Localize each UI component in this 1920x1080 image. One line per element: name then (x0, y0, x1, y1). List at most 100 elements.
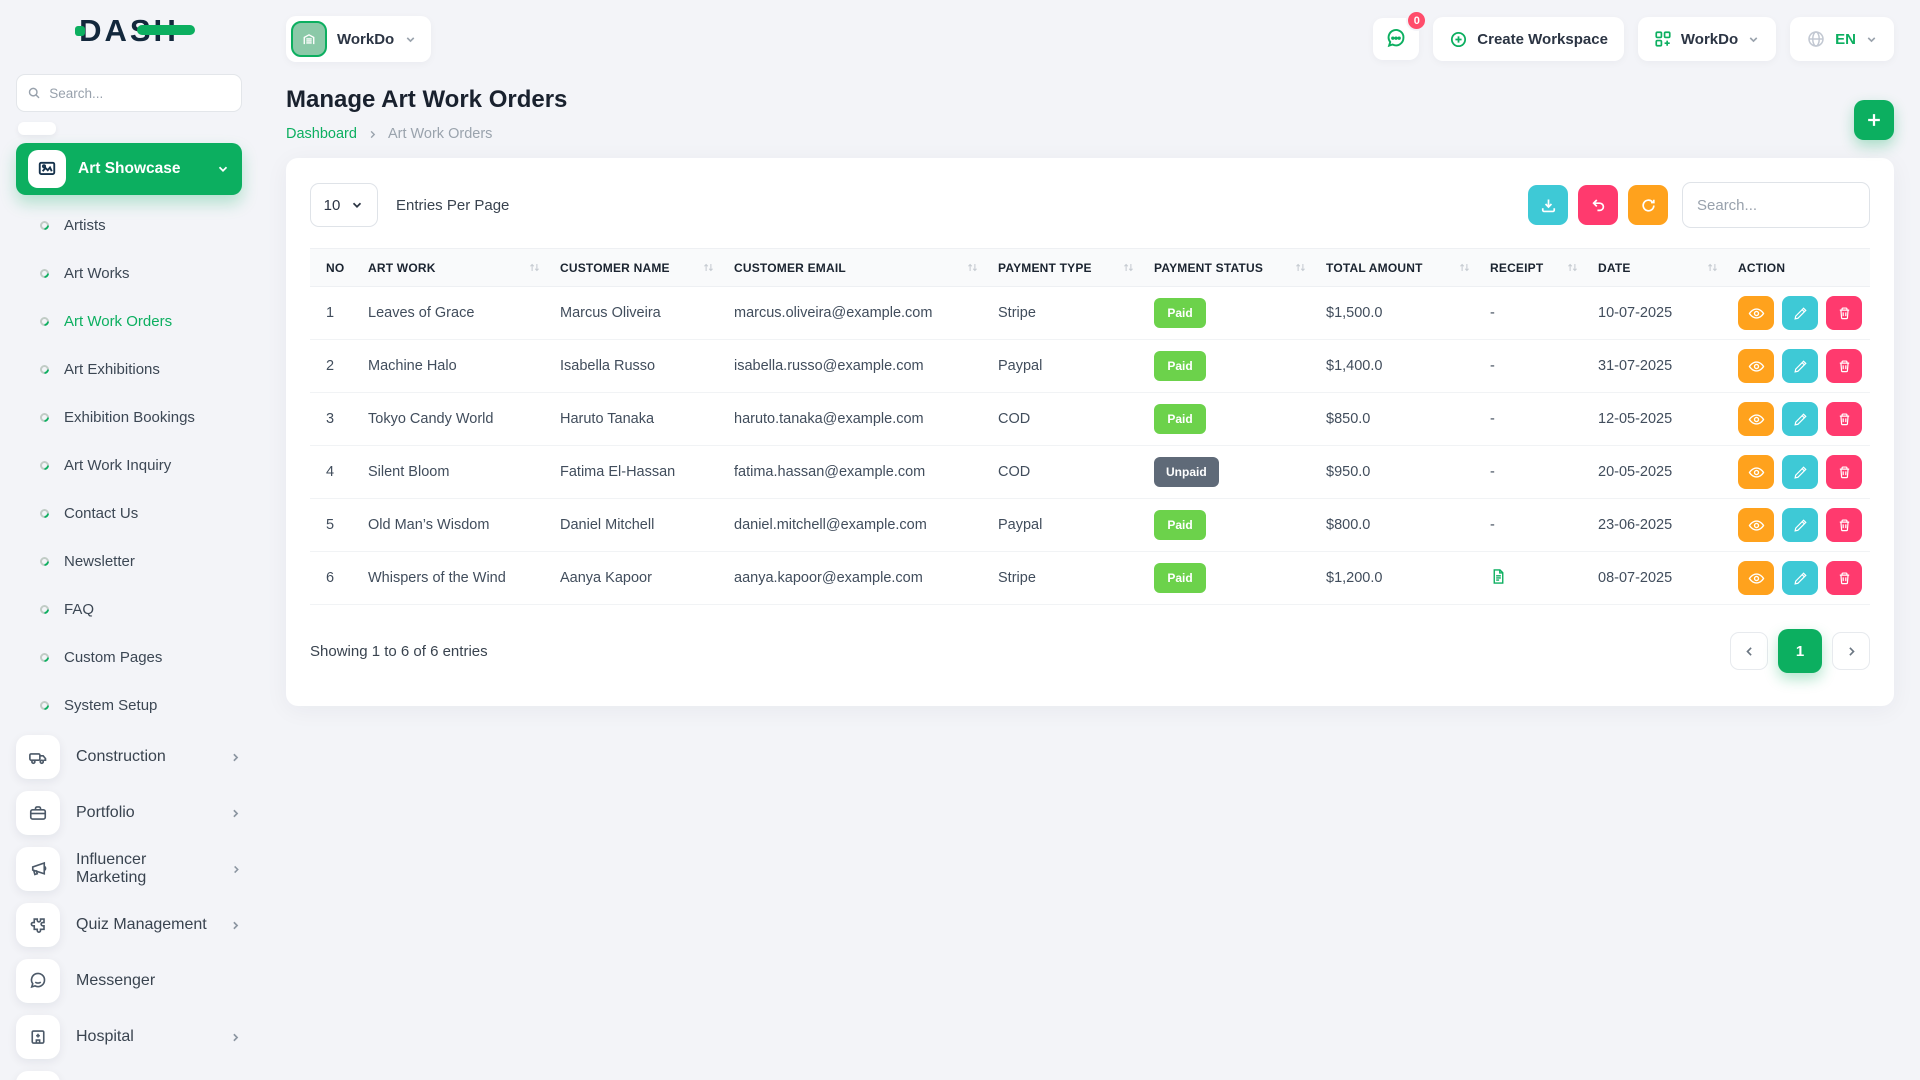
sidebar-item-contact-us[interactable]: Contact Us (38, 489, 242, 537)
sort-icon (1124, 263, 1133, 272)
eye-icon (1748, 572, 1764, 584)
delete-button[interactable] (1826, 296, 1862, 330)
column-receipt[interactable]: RECEIPT (1482, 248, 1590, 287)
chevron-right-icon (370, 130, 376, 138)
refresh-button[interactable] (1628, 185, 1668, 225)
chevron-right-icon (233, 753, 239, 761)
edit-button[interactable] (1782, 402, 1818, 436)
column-customer-name[interactable]: CUSTOMER NAME (552, 248, 726, 287)
cell-payment-status: Paid (1146, 551, 1318, 605)
view-button[interactable] (1738, 296, 1774, 330)
delete-button[interactable] (1826, 455, 1862, 489)
eye-icon (1748, 466, 1764, 478)
workspace-menu-button[interactable]: WorkDo (1637, 17, 1777, 61)
logo-dot (75, 26, 86, 36)
bullet-icon (38, 458, 51, 472)
cell-art-work: Old Man’s Wisdom (360, 498, 552, 552)
sidebar-item-messenger[interactable]: Messenger (16, 953, 242, 1009)
language-selector[interactable]: EN (1790, 17, 1894, 61)
export-button[interactable] (1528, 185, 1568, 225)
edit-button[interactable] (1782, 455, 1818, 489)
bullet-icon (38, 266, 51, 280)
column-customer-email[interactable]: CUSTOMER EMAIL (726, 248, 990, 287)
next-page-button[interactable] (1832, 632, 1870, 670)
cell-receipt: - (1482, 286, 1590, 340)
sidebar-item-art-exhibitions[interactable]: Art Exhibitions (38, 345, 242, 393)
entries-per-page-value: 10 (323, 196, 341, 214)
cell-receipt: - (1482, 498, 1590, 552)
sidebar-item-system-setup[interactable]: System Setup (38, 681, 242, 729)
cell-no: 5 (310, 498, 360, 552)
sort-icon (704, 263, 713, 272)
create-workspace-button[interactable]: Create Workspace (1433, 17, 1624, 61)
sidebar-search-input[interactable] (49, 85, 231, 101)
view-button[interactable] (1738, 349, 1774, 383)
breadcrumb-home-link[interactable]: Dashboard (286, 126, 357, 142)
sidebar-subitem-label: Art Work Orders (64, 312, 173, 330)
sidebar-item-custom-pages[interactable]: Custom Pages (38, 633, 242, 681)
sidebar-item-artists[interactable]: Artists (38, 201, 242, 249)
messages-button[interactable]: 0 (1373, 10, 1428, 60)
sidebar-item-hospital[interactable]: Hospital (16, 1009, 242, 1065)
sidebar-search[interactable] (16, 74, 242, 112)
sidebar-item-influencer-marketing[interactable]: Influencer Marketing (16, 841, 242, 897)
sidebar-item-art-work-orders[interactable]: Art Work Orders (38, 297, 242, 345)
view-button[interactable] (1738, 455, 1774, 489)
sidebar-item-newsletter[interactable]: Newsletter (38, 537, 242, 585)
view-button[interactable] (1738, 561, 1774, 595)
sidebar-item-faq[interactable]: FAQ (38, 585, 242, 633)
chevron-down-icon (406, 36, 415, 42)
delete-button[interactable] (1826, 561, 1862, 595)
cell-payment-status: Paid (1146, 339, 1318, 393)
cell-customer-name: Aanya Kapoor (552, 551, 726, 605)
chevron-down-icon (1867, 36, 1876, 42)
page-1-button[interactable]: 1 (1778, 629, 1822, 673)
cell-no: 4 (310, 445, 360, 499)
table-row: 5 Old Man’s Wisdom Daniel Mitchell danie… (310, 498, 1870, 552)
main-content: WorkDo 0 Create Workspace WorkDo EN (258, 0, 1920, 1080)
eye-icon (1748, 360, 1764, 372)
edit-button[interactable] (1782, 508, 1818, 542)
column-payment-type[interactable]: PAYMENT TYPE (990, 248, 1146, 287)
cell-action (1730, 286, 1870, 340)
eye-icon (1748, 413, 1764, 425)
column-art-work[interactable]: ART WORK (360, 248, 552, 287)
delete-button[interactable] (1826, 508, 1862, 542)
sidebar-item-portfolio[interactable]: Portfolio (16, 785, 242, 841)
sidebar-item-partial-bottom[interactable] (16, 1071, 60, 1080)
prev-page-button[interactable] (1730, 632, 1768, 670)
column-payment-status[interactable]: PAYMENT STATUS (1146, 248, 1318, 287)
sidebar-group-label: Art Showcase (78, 160, 181, 177)
sidebar-item-quiz-management[interactable]: Quiz Management (16, 897, 242, 953)
cell-action (1730, 339, 1870, 393)
sidebar-item-construction[interactable]: Construction (16, 729, 242, 785)
table-row: 6 Whispers of the Wind Aanya Kapoor aany… (310, 551, 1870, 605)
pencil-icon (1793, 306, 1807, 320)
sidebar-item-partial-top[interactable] (18, 122, 56, 135)
undo-button[interactable] (1578, 185, 1618, 225)
table-search-input[interactable] (1682, 182, 1870, 228)
logo[interactable]: DASH (16, 0, 242, 62)
edit-button[interactable] (1782, 561, 1818, 595)
delete-button[interactable] (1826, 402, 1862, 436)
workspace-switcher[interactable]: WorkDo (286, 16, 432, 62)
sidebar-item-art-works[interactable]: Art Works (38, 249, 242, 297)
trash-icon (1839, 306, 1849, 319)
edit-button[interactable] (1782, 349, 1818, 383)
sort-icon (1296, 263, 1305, 272)
add-order-button[interactable] (1854, 100, 1894, 140)
column-total-amount[interactable]: TOTAL AMOUNT (1318, 248, 1482, 287)
pencil-icon (1793, 359, 1807, 373)
view-button[interactable] (1738, 508, 1774, 542)
sidebar-subitem-label: Art Works (64, 264, 130, 282)
column-date[interactable]: DATE (1590, 248, 1730, 287)
sidebar-item-art-work-inquiry[interactable]: Art Work Inquiry (38, 441, 242, 489)
sidebar-subitem-label: System Setup (64, 696, 158, 714)
sidebar-item-exhibition-bookings[interactable]: Exhibition Bookings (38, 393, 242, 441)
edit-button[interactable] (1782, 296, 1818, 330)
entries-per-page-select[interactable]: 10 (310, 183, 378, 227)
delete-button[interactable] (1826, 349, 1862, 383)
view-button[interactable] (1738, 402, 1774, 436)
sidebar-group-art-showcase[interactable]: Art Showcase (16, 143, 242, 195)
cell-action (1730, 392, 1870, 446)
